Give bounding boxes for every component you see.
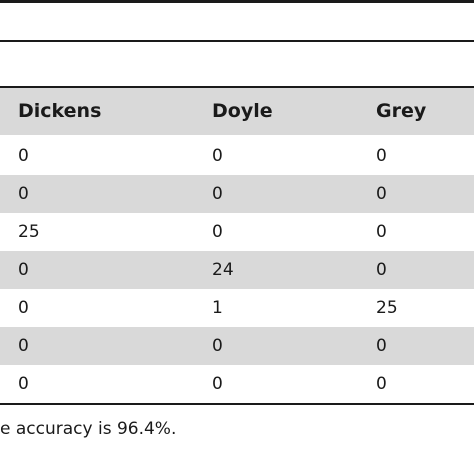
table-row: 0 0 0 [0, 327, 474, 365]
table-cell: 0 [376, 184, 387, 204]
table-cell: 0 [212, 374, 223, 394]
table-cell: 0 [18, 374, 29, 394]
table-footnote: e accuracy is 96.4%. [0, 419, 177, 439]
table-cell: 25 [18, 222, 40, 242]
table-row: 0 0 0 [0, 365, 474, 403]
table-row: 0 1 25 [0, 289, 474, 327]
table-cell: 0 [376, 336, 387, 356]
table-caption-rule [0, 40, 474, 42]
table-row: 25 0 0 [0, 213, 474, 251]
table-header-row: Dickens Doyle Grey [0, 88, 474, 135]
table-top-rule [0, 0, 474, 3]
table-cell: 0 [18, 146, 29, 166]
table-cell: 24 [212, 260, 234, 280]
table-cell: 0 [212, 146, 223, 166]
table-cell: 0 [376, 260, 387, 280]
table-row: 0 0 0 [0, 175, 474, 213]
table-bottom-rule [0, 403, 474, 405]
table-cell: 0 [18, 184, 29, 204]
table-cell: 0 [212, 222, 223, 242]
table-cell: 0 [376, 146, 387, 166]
table-cell: 0 [18, 260, 29, 280]
column-header-dickens: Dickens [18, 100, 102, 122]
table-cell: 0 [212, 184, 223, 204]
column-header-grey: Grey [376, 100, 427, 122]
table-cell: 0 [18, 336, 29, 356]
table-cell: 0 [376, 374, 387, 394]
table-row: 0 0 0 [0, 137, 474, 175]
table-cell: 0 [18, 298, 29, 318]
table-cell: 0 [376, 222, 387, 242]
table-cell: 0 [212, 336, 223, 356]
table-cell: 25 [376, 298, 398, 318]
column-header-doyle: Doyle [212, 100, 273, 122]
table-header-rule [0, 86, 474, 88]
table-cell: 1 [212, 298, 223, 318]
table-row: 0 24 0 [0, 251, 474, 289]
